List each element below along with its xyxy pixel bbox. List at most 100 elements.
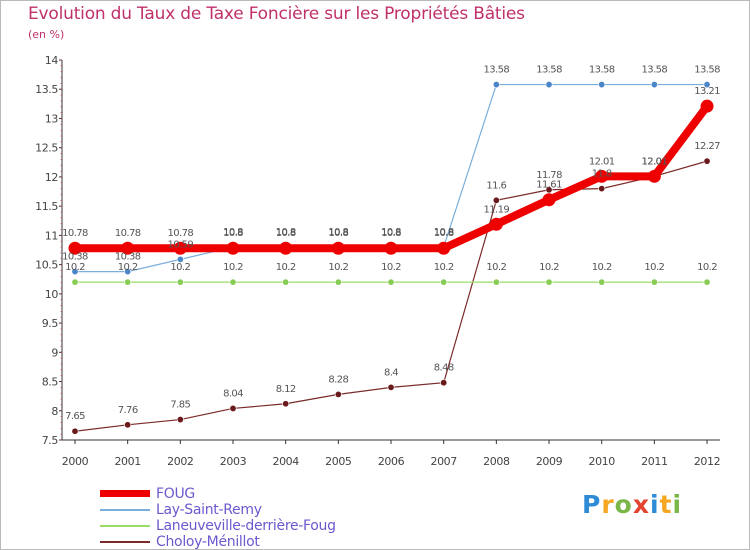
x-tick-label: 2010 [588, 455, 615, 468]
x-tick-label: 2002 [167, 455, 193, 468]
data-label-foug: 12.01 [642, 156, 668, 167]
data-point-lay-saint-remy [598, 81, 606, 89]
x-tick-label: 2012 [694, 455, 720, 468]
data-point-choloy-m-nillot [387, 383, 395, 391]
data-label-laneuveville-derri-re-foug: 10.2 [223, 262, 243, 273]
data-label-foug: 10.8 [276, 228, 296, 239]
data-label-laneuveville-derri-re-foug: 10.2 [539, 262, 559, 273]
legend-swatch [100, 490, 150, 497]
y-tick-label: 7.5 [42, 434, 59, 447]
y-tick-label: 11 [45, 229, 58, 242]
data-point-lay-saint-remy [492, 81, 500, 89]
y-tick-label: 14 [45, 54, 59, 67]
data-point-laneuveville-derri-re-foug [492, 278, 500, 286]
data-label-laneuveville-derri-re-foug: 10.2 [381, 262, 401, 273]
legend-swatch [100, 509, 150, 511]
y-tick-label: 9.5 [42, 317, 59, 330]
y-tick-label: 8 [51, 405, 58, 418]
x-tick-label: 2004 [272, 455, 299, 468]
data-label-choloy-m-nillot: 12.27 [694, 141, 720, 152]
x-tick-label: 2000 [62, 455, 89, 468]
data-label-foug: 10.78 [115, 228, 141, 239]
x-tick-label: 2007 [430, 455, 457, 468]
y-tick-label: 13 [45, 112, 59, 125]
data-point-choloy-m-nillot [71, 427, 79, 435]
data-point-laneuveville-derri-re-foug [124, 278, 132, 286]
data-point-laneuveville-derri-re-foug [334, 278, 342, 286]
data-label-foug: 10.8 [328, 228, 348, 239]
data-label-choloy-m-nillot: 7.76 [118, 405, 138, 416]
data-point-foug [437, 241, 451, 255]
data-point-laneuveville-derri-re-foug [176, 278, 184, 286]
data-label-foug: 10.78 [168, 228, 194, 239]
data-label-laneuveville-derri-re-foug: 10.2 [328, 262, 348, 273]
data-label-laneuveville-derri-re-foug: 10.2 [170, 262, 190, 273]
data-point-foug [700, 99, 714, 113]
data-label-foug: 10.8 [434, 228, 454, 239]
data-label-choloy-m-nillot: 8.48 [434, 363, 454, 374]
proxiti-logo: Proxiti [582, 490, 682, 519]
data-label-foug: 12.01 [589, 156, 615, 167]
legend-label: Lay-Saint-Remy [156, 502, 262, 518]
data-point-laneuveville-derri-re-foug [703, 278, 711, 286]
data-label-choloy-m-nillot: 8.04 [223, 388, 243, 399]
logo-letter: i [672, 490, 683, 519]
x-tick-label: 2006 [378, 455, 405, 468]
data-point-foug [279, 241, 293, 255]
data-point-choloy-m-nillot [545, 186, 553, 194]
x-tick-label: 2005 [325, 455, 352, 468]
data-point-foug [489, 217, 503, 231]
data-label-choloy-m-nillot: 8.28 [328, 374, 348, 385]
data-point-lay-saint-remy [545, 81, 553, 89]
data-label-choloy-m-nillot: 7.85 [170, 400, 190, 411]
x-tick-label: 2008 [483, 455, 510, 468]
data-label-laneuveville-derri-re-foug: 10.2 [276, 262, 296, 273]
x-tick-label: 2009 [536, 455, 563, 468]
data-label-lay-saint-remy: 13.58 [536, 65, 562, 76]
logo-letter: t [659, 490, 673, 519]
logo-letter: P [582, 490, 602, 519]
data-label-choloy-m-nillot: 12.01 [642, 156, 668, 167]
data-label-lay-saint-remy: 13.58 [589, 65, 615, 76]
legend-item: Choloy-Ménillot [100, 534, 400, 550]
data-label-foug: 11.19 [484, 204, 510, 215]
data-point-foug [173, 241, 187, 255]
chart-title: Evolution du Taux de Taxe Foncière sur l… [28, 4, 525, 24]
logo-letter: x [632, 490, 650, 519]
data-label-lay-saint-remy: 10.8 [328, 227, 348, 238]
data-point-choloy-m-nillot [229, 404, 237, 412]
data-label-laneuveville-derri-re-foug: 10.2 [697, 262, 717, 273]
data-label-lay-saint-remy: 13.58 [694, 65, 720, 76]
data-label-choloy-m-nillot: 7.65 [65, 411, 85, 422]
data-label-lay-saint-remy: 10.59 [168, 239, 194, 250]
data-label-lay-saint-remy: 10.38 [62, 252, 88, 263]
data-label-lay-saint-remy: 13.58 [484, 65, 510, 76]
data-point-laneuveville-derri-re-foug [650, 278, 658, 286]
data-point-laneuveville-derri-re-foug [282, 278, 290, 286]
data-label-choloy-m-nillot: 11.78 [536, 170, 562, 181]
data-point-choloy-m-nillot [440, 379, 448, 387]
data-label-foug: 10.8 [381, 228, 401, 239]
data-point-laneuveville-derri-re-foug [598, 278, 606, 286]
data-label-laneuveville-derri-re-foug: 10.2 [592, 262, 612, 273]
data-label-lay-saint-remy: 13.58 [642, 65, 668, 76]
data-point-lay-saint-remy [650, 81, 658, 89]
data-point-choloy-m-nillot [703, 157, 711, 165]
data-point-lay-saint-remy [703, 81, 711, 89]
data-label-foug: 13.21 [694, 86, 720, 97]
y-tick-label: 9 [51, 346, 58, 359]
data-point-laneuveville-derri-re-foug [229, 278, 237, 286]
data-point-foug [384, 241, 398, 255]
legend: FOUG Lay-Saint-Remy Laneuveville-derrière-… [100, 486, 400, 550]
data-label-laneuveville-derri-re-foug: 10.2 [118, 262, 138, 273]
legend-item: FOUG [100, 486, 400, 502]
legend-swatch [100, 541, 150, 543]
y-unit-label: (en %) [28, 28, 65, 41]
data-point-foug [542, 193, 556, 207]
y-tick-label: 8.5 [42, 376, 59, 389]
data-point-lay-saint-remy [71, 268, 79, 276]
data-point-choloy-m-nillot [124, 421, 132, 429]
x-tick-label: 2011 [641, 455, 667, 468]
y-tick-label: 12 [45, 171, 58, 184]
